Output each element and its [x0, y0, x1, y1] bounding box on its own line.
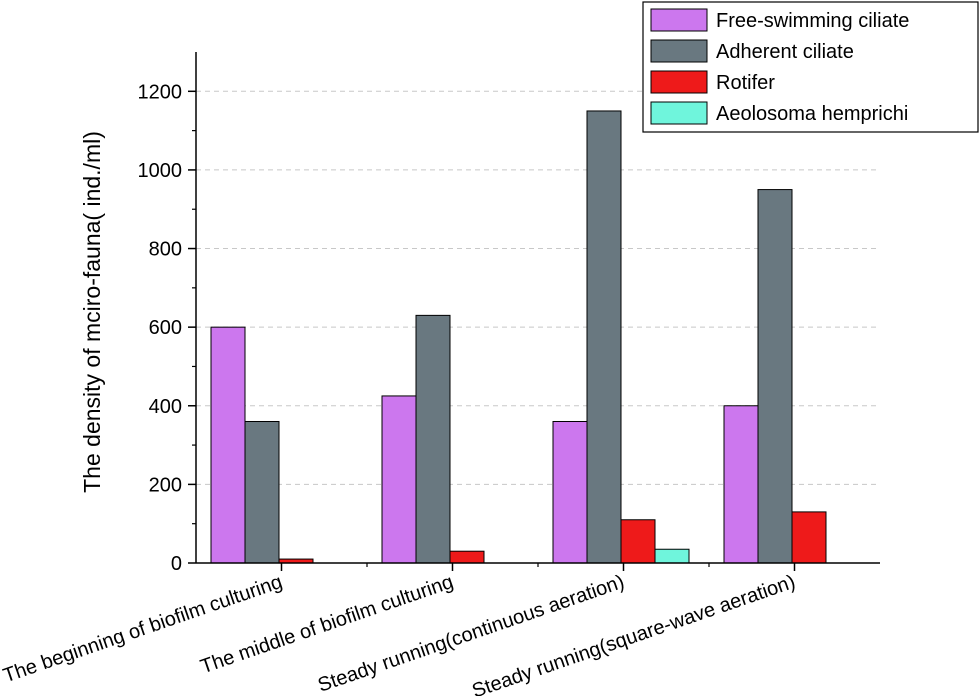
legend-swatch [650, 70, 708, 94]
x-tick-label: Steady running(square-wave aeration) [469, 571, 798, 696]
bar-free-swimming-ciliate [723, 405, 759, 564]
bar-rotifer [449, 550, 485, 564]
x-tick-label: Steady running(continuous aeration) [315, 571, 627, 696]
legend-label: Aeolosoma hemprichi [716, 103, 908, 125]
bars [210, 110, 827, 564]
bar-free-swimming-ciliate [210, 326, 246, 564]
y-ticks: 0 200 400 600 800 1000 1200 [138, 81, 196, 575]
legend-swatch [650, 101, 708, 125]
bar-adherent-ciliate [244, 420, 280, 564]
y-axis-title: The density of mciro-fauna( ind./ml) [79, 131, 105, 493]
bar-aeolosoma-hemprichi [654, 548, 690, 564]
y-tick-label: 1200 [138, 81, 183, 103]
y-tick-label: 400 [149, 396, 182, 418]
legend-swatch [650, 8, 708, 32]
legend-label: Rotifer [716, 72, 775, 94]
legend-swatch [650, 39, 708, 63]
y-tick-label: 800 [149, 239, 182, 261]
y-tick-label: 200 [149, 474, 182, 496]
y-tick-label: 600 [149, 317, 182, 339]
bar-free-swimming-ciliate [552, 420, 588, 564]
y-tick-label: 0 [171, 553, 182, 575]
legend-label: Adherent ciliate [716, 41, 854, 63]
x-tick-label: The beginning of biofilm culturing [0, 571, 285, 687]
legend-label: Free-swimming ciliate [716, 10, 909, 32]
bar-rotifer [620, 519, 656, 564]
bar-rotifer [791, 511, 827, 564]
y-tick-label: 1000 [138, 160, 183, 182]
bar-adherent-ciliate [757, 189, 793, 564]
bar-adherent-ciliate [586, 110, 622, 564]
legend: Free-swimming ciliate Adherent ciliate Rot… [642, 1, 979, 133]
bar-free-swimming-ciliate [381, 395, 417, 564]
bar-adherent-ciliate [415, 314, 451, 564]
